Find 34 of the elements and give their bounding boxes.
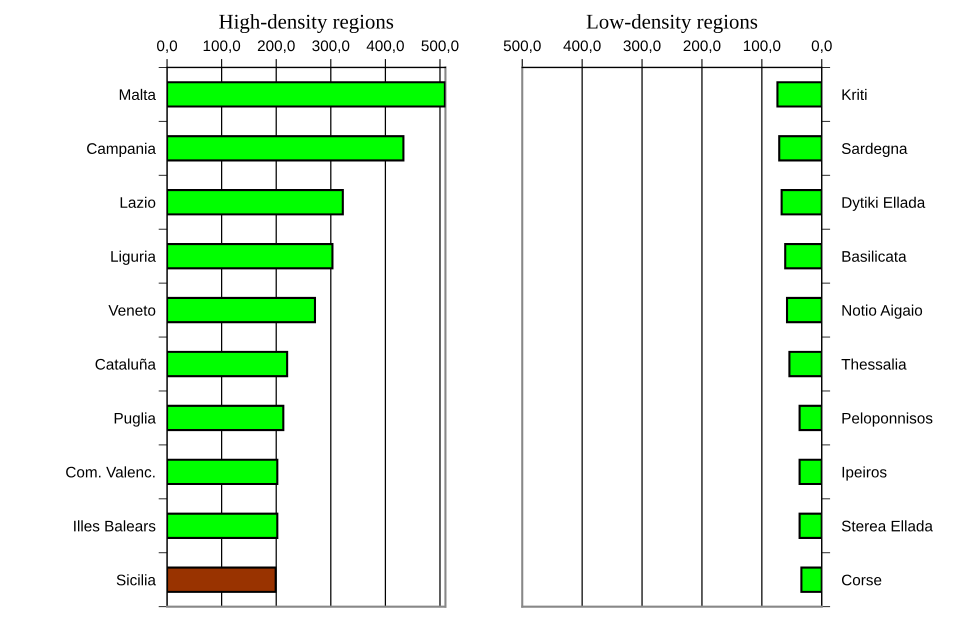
- x-tick-label: 300,0: [624, 40, 661, 53]
- y-tick-label: Ipeiros: [842, 466, 887, 481]
- y-tick-label: Lazio: [120, 196, 156, 208]
- chart-title: High-density regions: [219, 14, 394, 34]
- y-tick-label: Sicilia: [116, 574, 156, 586]
- y-tick-label: Dytiki Ellada: [842, 196, 926, 211]
- y-tick-label: Veneto: [108, 305, 156, 316]
- x-tick-label: 400,0: [563, 40, 601, 53]
- y-tick-label: Kriti: [842, 88, 866, 100]
- x-tick-label: 500,0: [421, 40, 458, 53]
- x-tick-label: 200,0: [258, 40, 295, 53]
- x-tick-label: 100,0: [204, 40, 240, 53]
- chart-title: Low-density regions: [586, 14, 758, 34]
- y-tick-label: Liguria: [111, 250, 156, 265]
- y-tick-label: Campania: [87, 142, 156, 158]
- y-tick-label: Illes Balears: [74, 520, 156, 532]
- y-tick-label: Peloponnisos: [842, 412, 932, 427]
- x-tick-label: 100,0: [744, 40, 780, 53]
- y-tick-label: Sardegna: [842, 142, 908, 158]
- y-tick-label: Thessalia: [842, 358, 907, 370]
- x-tick-label: 400,0: [366, 40, 404, 53]
- y-tick-label: Basilicata: [842, 250, 907, 262]
- y-tick-label: Notio Aigaio: [842, 304, 922, 319]
- x-tick-label: 200,0: [684, 40, 720, 53]
- y-tick-label: Sterea Ellada: [842, 520, 933, 532]
- x-tick-label: 0,0: [812, 40, 832, 53]
- y-tick-label: Cataluña: [96, 358, 156, 370]
- y-tick-label: Com. Valenc.: [66, 466, 155, 478]
- x-tick-label: 500,0: [504, 40, 541, 53]
- y-tick-label: Malta: [120, 88, 156, 100]
- y-tick-label: Corse: [842, 574, 882, 586]
- x-tick-label: 0,0: [157, 40, 178, 53]
- y-tick-label: Puglia: [114, 412, 156, 427]
- x-tick-label: 300,0: [312, 40, 350, 53]
